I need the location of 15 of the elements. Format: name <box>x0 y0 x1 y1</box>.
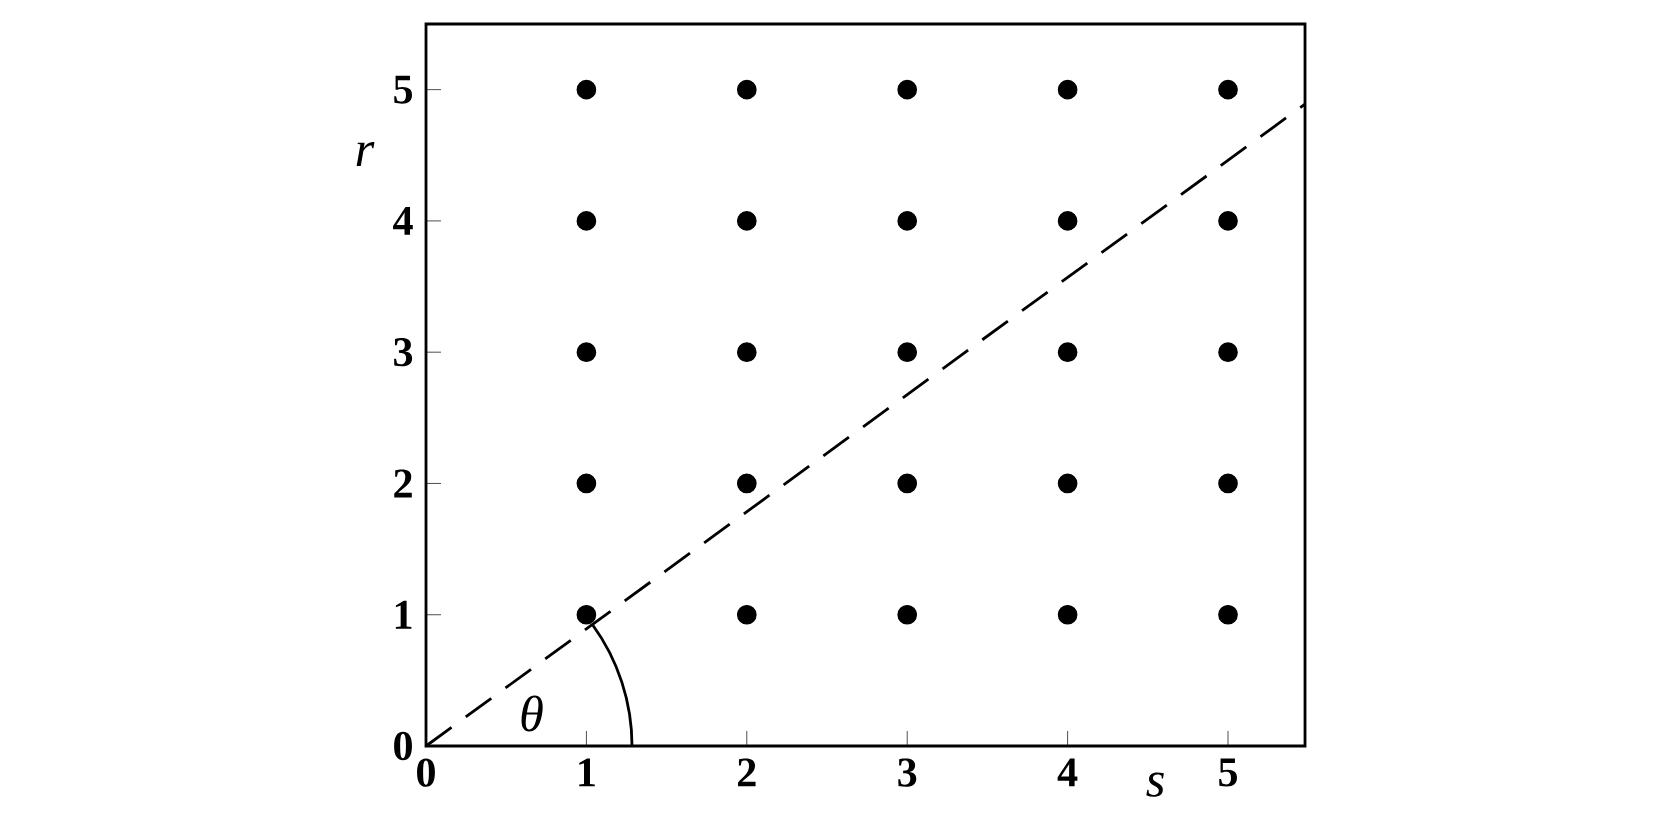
annotation: θ <box>521 695 543 732</box>
x-tick-label: 5 <box>1219 758 1237 787</box>
y-tick-label: 2 <box>394 469 412 498</box>
x-tick-label: 2 <box>738 758 756 787</box>
y-tick-label: 1 <box>395 600 412 629</box>
y-tick-label: 0 <box>394 731 412 761</box>
y-tick-label: 3 <box>394 338 413 367</box>
y-axis-title: r <box>356 142 375 166</box>
y-tick-label: 4 <box>393 207 413 235</box>
y-tick-label: 5 <box>394 75 413 104</box>
x-tick-label: 1 <box>579 758 595 787</box>
x-axis-title: s <box>1146 772 1164 797</box>
x-tick-label: 3 <box>898 758 917 787</box>
x-tick-label: 0 <box>417 758 435 787</box>
x-tick-label: 4 <box>1057 758 1078 787</box>
